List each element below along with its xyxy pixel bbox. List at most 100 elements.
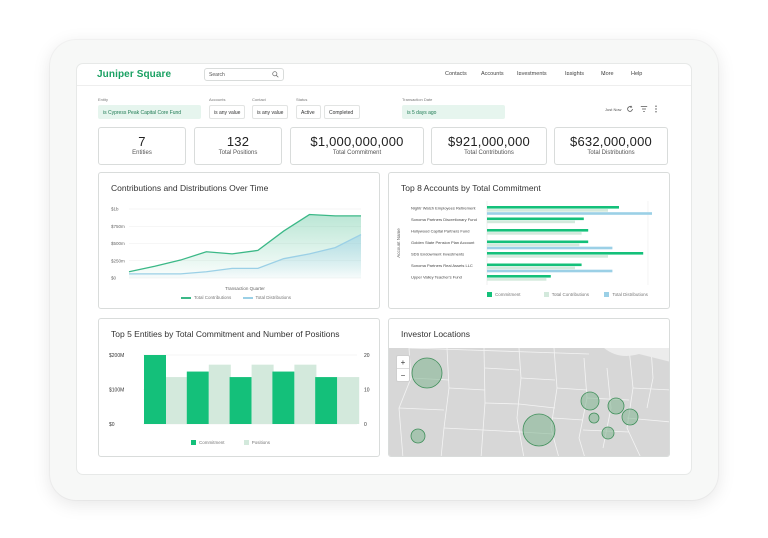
line-chart: $1b $750m $500m $250m $0 Transaction Quarter [111,207,362,291]
legend-label: Total Contributions [551,292,590,297]
kpi-label: Entities [132,150,152,156]
search-input[interactable]: Search [204,68,284,81]
location-bubble [411,357,443,389]
dashboard-screen: Juniper Square Search Contacts Accounts … [77,64,691,474]
kpi-contributions: $921,000,000 Total Contributions [431,127,547,165]
accounts-filter[interactable]: is any value [209,105,245,119]
entity-filter[interactable]: is Cypress Peak Capital Core Fund [98,105,201,119]
legend-swatch [604,292,610,298]
bar-commitment [487,240,589,244]
filter-icon[interactable] [640,105,648,113]
contact-filter[interactable]: is any value [252,105,288,119]
legend-swatch [181,297,191,299]
legend-label: Total Contributions [194,295,232,300]
series-line-distributions [129,233,362,275]
panel-title: Contributions and Distributions Over Tim… [111,183,269,193]
kpi-value: 7 [138,134,146,149]
account-label: Sonoma Partners Discretionary Fund [411,217,477,222]
us-map[interactable] [389,348,670,457]
kpi-label: Total Distributions [587,150,635,156]
legend-swatch [543,292,549,298]
y-axis-label: Account Name [396,228,401,258]
location-bubble [607,397,625,415]
legend-swatch [243,440,249,446]
kpi-distributions: $632,000,000 Total Distributions [554,127,668,165]
kpi-commitment: $1,000,000,000 Total Commitment [290,127,424,165]
brand-logo[interactable]: Juniper Square [97,69,172,80]
location-bubble [601,426,615,440]
hbar-legend: Commitment Total Contributions Total Dis… [487,292,648,298]
chevron-down-icon: ⌄ [566,71,570,76]
y-tick-label: $0 [111,276,117,281]
refresh-icon[interactable] [626,105,634,113]
kpi-value: $921,000,000 [448,134,530,149]
investor-locations-panel: Investor Locations [388,318,670,457]
bar-total-distributions [487,246,613,250]
bar-positions [337,377,360,424]
series-area [129,234,361,278]
bar-total-contributions [487,209,608,212]
bar-commitment [487,252,644,255]
account-label: Sonoma Partners Real Assets LLC [411,263,473,268]
bar-total-contributions [487,266,575,270]
search-icon [272,71,279,78]
bar-commitment [315,377,338,424]
location-bubble [588,412,600,424]
top-entities-panel: Top 5 Entities by Total Commitment and N… [98,318,380,457]
status-filter-label: Status [296,97,308,102]
chevron-down-icon: ⌄ [518,71,522,76]
y-right-tick: 20 [364,353,370,359]
contact-filter-label: Contact [252,97,266,102]
account-label: Upper Valley Teacher's Fund [411,275,462,280]
line-legend: Total Contributions Total Distributions [181,295,291,300]
bar-commitment [487,217,584,221]
bar-total-contributions [487,232,582,235]
kpi-positions: 132 Total Positions [194,127,282,165]
entity-filter-label: Entity [98,97,109,102]
zoom-out-button[interactable]: − [400,371,406,380]
bar-commitment [272,371,295,424]
date-filter[interactable]: is 5 days ago [402,105,505,119]
y-left-tick: $100M [109,387,124,393]
kpi-label: Total Contributions [464,150,514,156]
y-tick-label: $1b [111,207,119,212]
y-tick-label: $250m [111,258,125,263]
location-bubble [522,413,556,447]
x-axis-label: Transaction Quarter [225,286,265,291]
kpi-entities: 7 Entities [98,127,186,165]
bar-total-contributions [487,255,608,258]
status-completed-chip[interactable]: Completed [324,105,360,119]
bar-total-contributions [487,278,547,281]
y-right-tick: 10 [364,387,370,393]
y-left-tick: $0 [109,422,115,428]
zoom-in-button[interactable]: + [397,356,409,369]
account-label: SDS Endowment Investments [411,252,464,257]
location-bubble [580,391,600,411]
search-placeholder: Search [209,72,225,78]
hbar-chart: Account Name Nightr Watch Employees Retir… [396,201,652,285]
kpi-label: Total Commitment [332,150,382,156]
legend-label: Total Distributions [612,292,648,297]
legend-label: Total Distributions [255,295,292,300]
more-options-icon[interactable] [654,105,658,113]
bar-total-distributions [487,269,613,273]
account-label: Nightr Watch Employees Retirement [411,206,476,211]
vbar-chart: $200M $100M $0 20 10 0 [109,353,370,428]
account-label: Golden State Pension Plan Account [411,240,475,245]
great-lakes-area [604,348,669,362]
bar-commitment [144,355,166,424]
location-bubble [621,408,639,426]
bar-commitment [186,371,209,424]
contributions-distributions-panel: Contributions and Distributions Over Tim… [98,172,380,309]
y-tick-label: $500m [111,241,125,246]
y-right-tick: 0 [364,422,367,428]
status-active-chip[interactable]: Active [296,105,321,119]
series-line-contributions [128,213,361,273]
map-bubbles [410,357,639,447]
bar-positions [251,364,274,424]
bar-commitment [487,229,589,232]
panel-title: Investor Locations [401,329,470,339]
legend-label: Positions [251,440,271,445]
top-accounts-panel: Top 8 Accounts by Total Commitment Accou… [388,172,670,309]
top-nav: Juniper Square Search Contacts Accounts … [77,64,691,86]
